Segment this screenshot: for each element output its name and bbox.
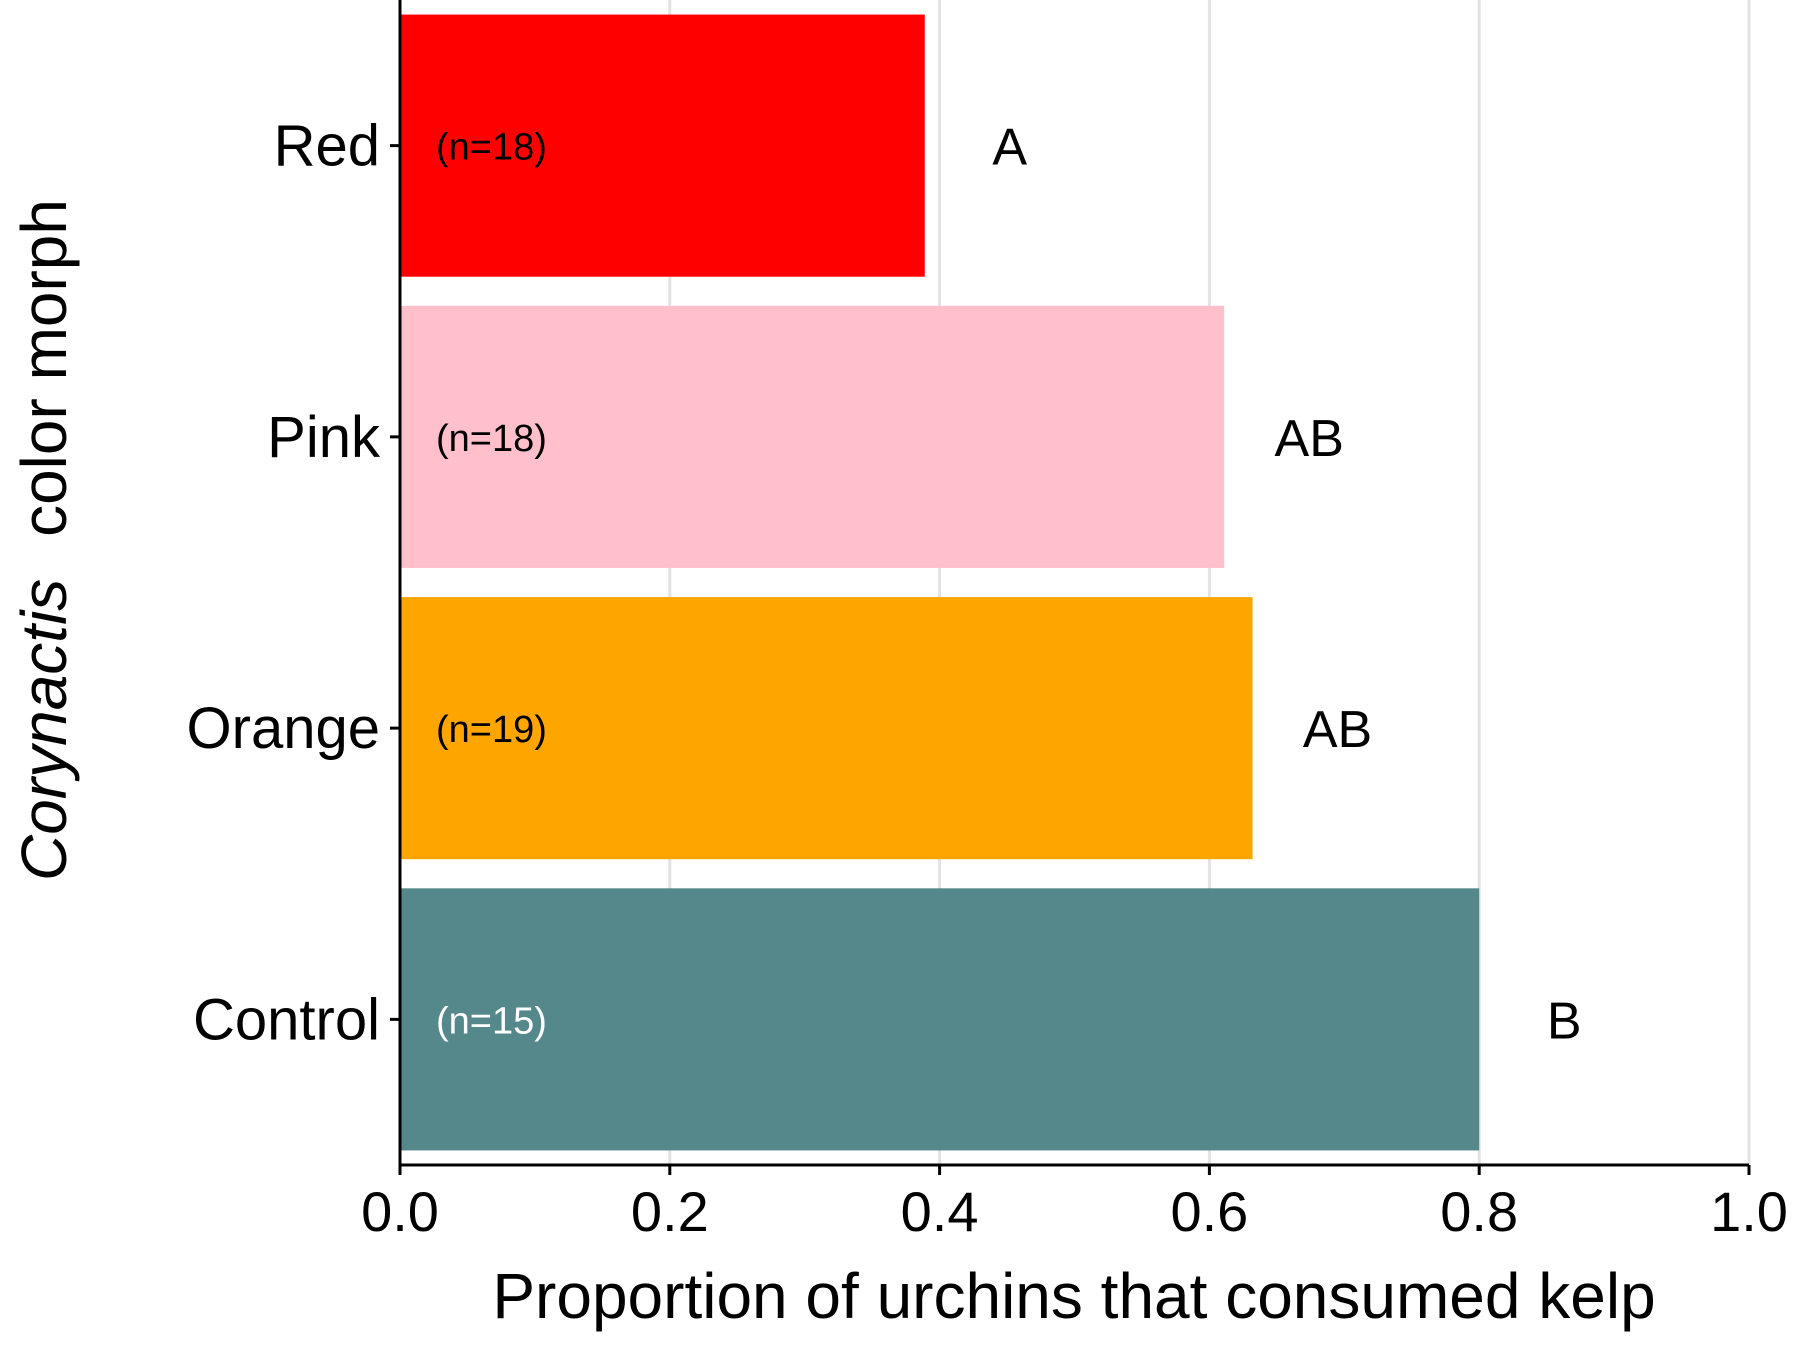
category-label-red: Red (274, 114, 380, 179)
bars (400, 14, 1480, 1151)
x-tick-label: 0.6 (1170, 1180, 1248, 1243)
bar-red (400, 14, 925, 277)
x-tick-label: 0.8 (1440, 1180, 1518, 1243)
significance-label: A (992, 119, 1027, 177)
bar-control (400, 888, 1480, 1151)
y-axis-title: Corynactis color morph (8, 199, 80, 881)
axes (390, 0, 1751, 1175)
sample-size-label: (n=15) (436, 1000, 547, 1042)
x-tick-label: 1.0 (1710, 1180, 1788, 1243)
bar-pink (400, 305, 1225, 568)
x-axis-title: Proportion of urchins that consumed kelp (492, 1260, 1655, 1332)
x-tick-label: 0.0 (361, 1180, 439, 1243)
y-axis-title-rest: color morph (8, 199, 80, 537)
sample-size-label: (n=18) (436, 418, 547, 460)
sample-size-label: (n=18) (436, 127, 547, 169)
significance-label: AB (1275, 410, 1344, 468)
category-label-pink: Pink (267, 405, 381, 470)
significance-label: B (1547, 992, 1582, 1050)
bar-orange (400, 597, 1253, 860)
x-tick-label: 0.2 (631, 1180, 709, 1243)
category-label-orange: Orange (187, 696, 380, 761)
x-tick-label: 0.4 (901, 1180, 979, 1243)
y-axis-title-italic: Corynactis (8, 579, 80, 881)
significance-label: AB (1303, 701, 1372, 759)
sample-size-label: (n=19) (436, 709, 547, 751)
category-label-control: Control (193, 987, 380, 1052)
labels: 0.0 0.2 0.4 0.6 0.8 1.0 Red (n=18) A Pink (n=18) AB… (187, 114, 1788, 1243)
